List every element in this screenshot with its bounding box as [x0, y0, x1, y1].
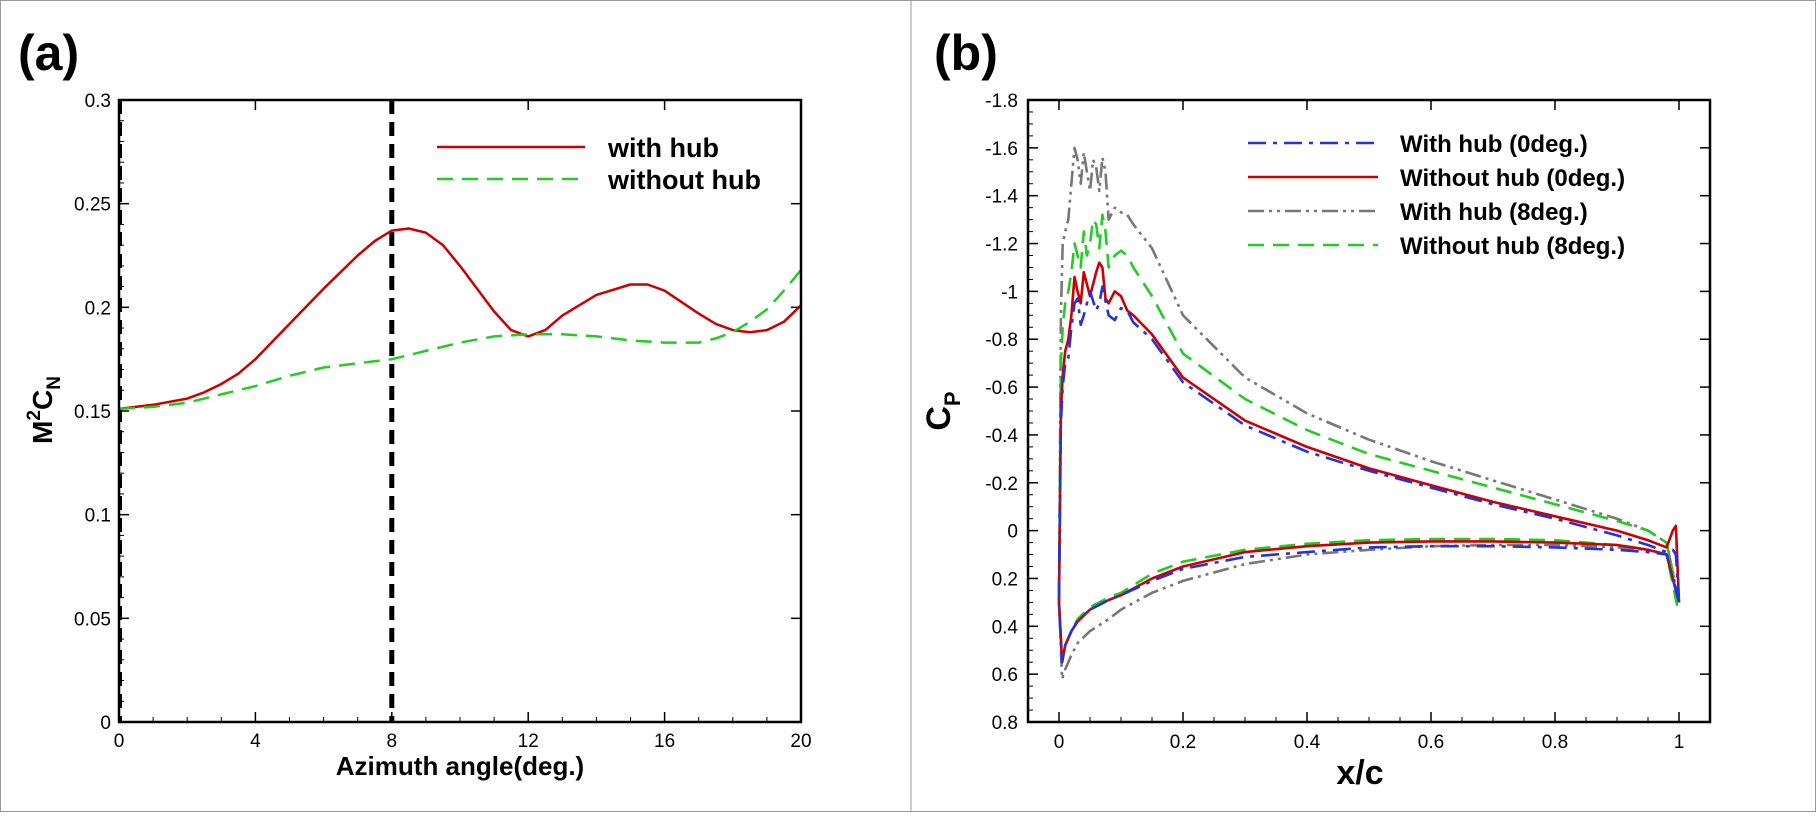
legend-label-with-hub-8deg: With hub (8deg.) [1400, 199, 1588, 226]
plot-area-b [1028, 100, 1710, 722]
series-group-b [1057, 146, 1681, 681]
plot-frame-a [117, 98, 803, 724]
x-tick-label-b: 1 [1674, 732, 1685, 753]
series-line-without-hub-0deg [1057, 261, 1681, 664]
y-tick-label-a: 0 [100, 713, 111, 734]
x-tick-label-b: 0.6 [1418, 732, 1444, 753]
y-tick-label-b: 0.6 [992, 665, 1018, 686]
legend-label-without-hub-8deg: Without hub (8deg.) [1400, 233, 1625, 260]
chart-panel-a: (a) 0 4 8 12 16 20 0 0.05 0.1 0.15 0.2 0.25 0.3 with… [18, 25, 812, 781]
x-tick-label-b: 0 [1054, 732, 1065, 753]
y-tick-label-b: -0.4 [985, 426, 1018, 447]
x-tick-label-b: 0.2 [1170, 732, 1196, 753]
chart-panel-b: (b) 0 0.2 0.4 0.6 0.8 1 -1.8 -1.6 -1.4 -1.2 -1 -0.8… [920, 25, 1712, 792]
panel-label-b: (b) [934, 25, 998, 81]
series-line-with-hub [118, 227, 802, 411]
y-tick-label-b: 0 [1007, 522, 1018, 543]
y-label-a-base: M [27, 421, 58, 444]
y-tick-label-b: -0.8 [985, 330, 1018, 351]
x-tick-label-a: 0 [114, 731, 125, 752]
y-tick-label-b: -1.6 [985, 139, 1018, 160]
series-line-with-hub-8deg [1057, 146, 1681, 681]
x-tick-label-a: 4 [250, 731, 261, 752]
x-tick-label-a: 8 [387, 731, 398, 752]
x-tick-label-b: 0.8 [1542, 732, 1568, 753]
y-label-a-sup: 2 [24, 410, 45, 421]
y-tick-label-b: 0.2 [992, 569, 1018, 590]
x-axis-label-a: Azimuth angle(deg.) [336, 751, 584, 781]
y-tick-label-a: 0.1 [85, 506, 111, 527]
y-tick-label-a: 0.15 [74, 402, 111, 423]
y-axis-label-b: CP [920, 391, 965, 430]
y-tick-label-b: -0.2 [985, 474, 1018, 495]
legend-label-with-hub: with hub [607, 133, 719, 163]
legend-label-without-hub-0deg: Without hub (0deg.) [1400, 165, 1625, 192]
series-line-without-hub-8deg [1057, 213, 1681, 664]
y-label-a-sub: N [44, 376, 65, 390]
y-tick-label-b: -1.4 [985, 187, 1018, 208]
y-label-a-mid: C [27, 390, 58, 410]
y-tick-label-a: 0.3 [85, 91, 111, 112]
y-tick-label-b: -1 [1001, 282, 1018, 303]
y-tick-label-b: 0.4 [992, 617, 1019, 638]
y-tick-label-b: -0.6 [985, 378, 1018, 399]
plot-frame-b [1026, 98, 1712, 724]
y-axis-label-a: M2CN [24, 376, 65, 444]
legend-label-with-hub-0deg: With hub (0deg.) [1400, 131, 1588, 158]
legend-a: with hub without hub [437, 133, 761, 195]
series-line-without-hub [118, 269, 802, 411]
y-tick-label-a: 0.05 [74, 609, 111, 630]
x-tick-label-b: 0.4 [1294, 732, 1321, 753]
y-tick-label-b: 0.8 [992, 713, 1018, 734]
x-tick-label-a: 20 [790, 731, 811, 752]
y-tick-label-a: 0.25 [74, 195, 111, 216]
plot-area-a [119, 100, 801, 722]
y-label-b-sub: P [940, 391, 965, 406]
legend-b: With hub (0deg.) Without hub (0deg.) With … [1248, 131, 1625, 260]
panel-label-a: (a) [18, 25, 79, 81]
series-line-with-hub-0deg [1057, 285, 1681, 664]
y-label-b-base: C [920, 406, 958, 431]
legend-label-without-hub: without hub [607, 165, 761, 195]
y-tick-label-b: -1.8 [985, 91, 1018, 112]
x-tick-label-a: 12 [518, 731, 539, 752]
x-tick-label-a: 16 [654, 731, 675, 752]
y-tick-label-a: 0.2 [85, 298, 111, 319]
ticks-a: 0 4 8 12 16 20 0 0.05 0.1 0.15 0.2 0.25 0.3 [74, 91, 812, 752]
y-tick-label-b: -1.2 [985, 235, 1018, 256]
x-axis-label-b: x/c [1336, 754, 1383, 792]
